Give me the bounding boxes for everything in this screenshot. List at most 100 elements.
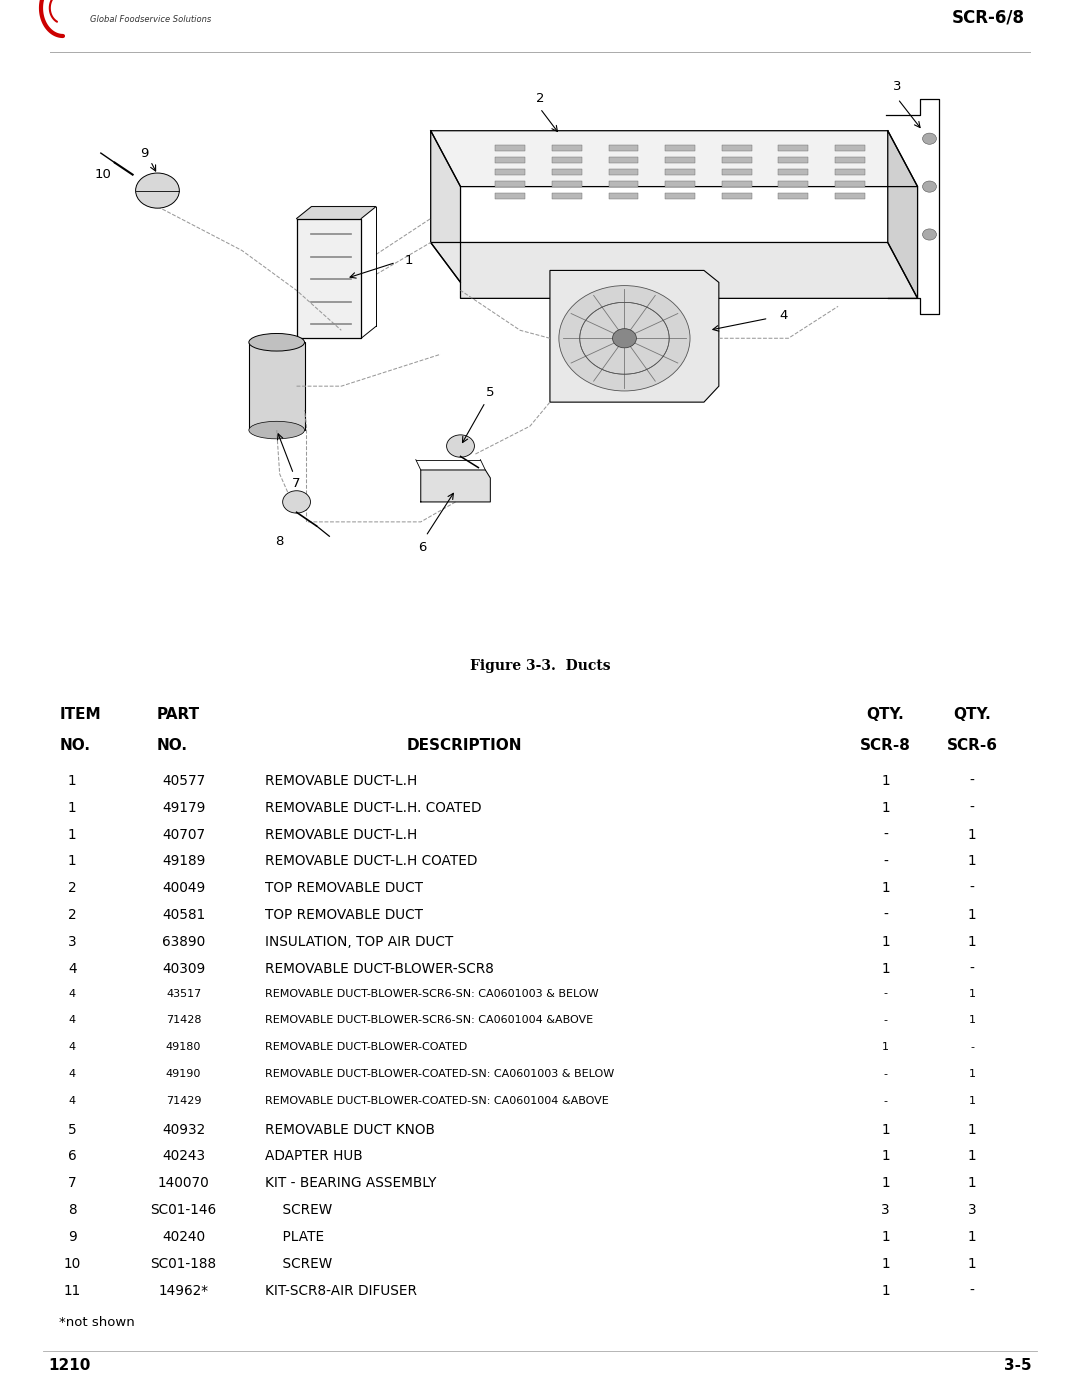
Text: 4: 4 bbox=[68, 961, 77, 975]
Text: 1: 1 bbox=[968, 1229, 976, 1243]
Text: 9: 9 bbox=[140, 147, 149, 159]
Text: 1: 1 bbox=[881, 1150, 890, 1164]
Circle shape bbox=[558, 285, 690, 391]
Text: DESCRIPTION: DESCRIPTION bbox=[407, 738, 522, 753]
Text: 49179: 49179 bbox=[162, 800, 205, 814]
Text: ADAPTER HUB: ADAPTER HUB bbox=[265, 1150, 362, 1164]
Ellipse shape bbox=[248, 422, 305, 439]
Polygon shape bbox=[552, 145, 582, 151]
Text: 1: 1 bbox=[881, 800, 890, 814]
Text: QTY.: QTY. bbox=[954, 707, 990, 722]
Polygon shape bbox=[608, 145, 638, 151]
Text: 4: 4 bbox=[69, 1042, 76, 1052]
Text: 4: 4 bbox=[69, 1069, 76, 1078]
Text: 40577: 40577 bbox=[162, 774, 205, 788]
Text: 10: 10 bbox=[64, 1257, 81, 1271]
Polygon shape bbox=[779, 182, 808, 187]
Text: 1: 1 bbox=[881, 1176, 890, 1190]
Text: 1: 1 bbox=[881, 1257, 890, 1271]
Text: 49190: 49190 bbox=[166, 1069, 201, 1078]
Text: 1: 1 bbox=[969, 1069, 975, 1078]
Polygon shape bbox=[552, 156, 582, 162]
Text: REMOVABLE DUCT-BLOWER-SCR8: REMOVABLE DUCT-BLOWER-SCR8 bbox=[265, 961, 494, 975]
Text: REMOVABLE DUCT-BLOWER-COATED-SN: CA0601004 &ABOVE: REMOVABLE DUCT-BLOWER-COATED-SN: CA06010… bbox=[265, 1095, 608, 1106]
Polygon shape bbox=[721, 182, 752, 187]
Polygon shape bbox=[721, 169, 752, 175]
Text: 1: 1 bbox=[968, 908, 976, 922]
Text: -: - bbox=[883, 989, 888, 999]
Polygon shape bbox=[297, 218, 361, 338]
Circle shape bbox=[922, 182, 936, 193]
Text: 4: 4 bbox=[780, 309, 787, 323]
Text: 49180: 49180 bbox=[166, 1042, 201, 1052]
Text: *not shown: *not shown bbox=[59, 1316, 135, 1329]
Text: -: - bbox=[970, 961, 974, 975]
Text: 1: 1 bbox=[882, 1042, 889, 1052]
Text: 14962*: 14962* bbox=[159, 1284, 208, 1298]
Text: 1: 1 bbox=[881, 1284, 890, 1298]
Text: SCR-6: SCR-6 bbox=[946, 738, 998, 753]
Polygon shape bbox=[779, 169, 808, 175]
Polygon shape bbox=[665, 156, 696, 162]
Text: -: - bbox=[970, 800, 974, 814]
Text: REMOVABLE DUCT-L.H: REMOVABLE DUCT-L.H bbox=[265, 827, 417, 841]
Text: NO.: NO. bbox=[157, 738, 188, 753]
Text: 3: 3 bbox=[68, 935, 77, 949]
Text: 1: 1 bbox=[968, 1150, 976, 1164]
Text: SC01-146: SC01-146 bbox=[150, 1203, 217, 1217]
Text: 4: 4 bbox=[69, 989, 76, 999]
Text: -: - bbox=[970, 774, 974, 788]
Polygon shape bbox=[431, 131, 460, 282]
Polygon shape bbox=[608, 193, 638, 198]
Circle shape bbox=[922, 229, 936, 240]
Text: 1: 1 bbox=[968, 827, 976, 841]
Text: 2: 2 bbox=[536, 92, 544, 105]
Text: REMOVABLE DUCT KNOB: REMOVABLE DUCT KNOB bbox=[265, 1123, 434, 1137]
Circle shape bbox=[283, 490, 310, 513]
Text: 49189: 49189 bbox=[162, 855, 205, 869]
Text: NO.: NO. bbox=[59, 738, 91, 753]
Polygon shape bbox=[888, 131, 918, 299]
Polygon shape bbox=[248, 342, 305, 430]
Circle shape bbox=[612, 328, 636, 348]
Text: 5: 5 bbox=[486, 386, 495, 400]
Text: PLATE: PLATE bbox=[265, 1229, 324, 1243]
Text: INSULATION, TOP AIR DUCT: INSULATION, TOP AIR DUCT bbox=[265, 935, 453, 949]
Text: -: - bbox=[883, 855, 888, 869]
Text: 1: 1 bbox=[68, 800, 77, 814]
Text: -: - bbox=[883, 1069, 888, 1078]
Text: Global Foodservice Solutions: Global Foodservice Solutions bbox=[90, 15, 212, 25]
Text: 3: 3 bbox=[893, 80, 902, 94]
Text: 40240: 40240 bbox=[162, 1229, 205, 1243]
Text: 1: 1 bbox=[68, 774, 77, 788]
Text: 40309: 40309 bbox=[162, 961, 205, 975]
Text: 1: 1 bbox=[968, 935, 976, 949]
Text: 1210: 1210 bbox=[49, 1358, 91, 1373]
Polygon shape bbox=[665, 169, 696, 175]
Polygon shape bbox=[665, 193, 696, 198]
Text: 2: 2 bbox=[68, 908, 77, 922]
Text: 3: 3 bbox=[881, 1203, 890, 1217]
Text: -: - bbox=[883, 1016, 888, 1025]
Text: 1: 1 bbox=[968, 1176, 976, 1190]
Polygon shape bbox=[552, 169, 582, 175]
Text: -: - bbox=[883, 827, 888, 841]
Polygon shape bbox=[721, 193, 752, 198]
Text: TOP REMOVABLE DUCT: TOP REMOVABLE DUCT bbox=[265, 908, 422, 922]
Text: 8: 8 bbox=[275, 535, 284, 549]
Polygon shape bbox=[665, 145, 696, 151]
Text: 4: 4 bbox=[69, 1095, 76, 1106]
Text: TOP REMOVABLE DUCT: TOP REMOVABLE DUCT bbox=[265, 882, 422, 895]
Text: 10: 10 bbox=[94, 168, 111, 182]
Text: 63890: 63890 bbox=[162, 935, 205, 949]
Text: REMOVABLE DUCT-L.H. COATED: REMOVABLE DUCT-L.H. COATED bbox=[265, 800, 481, 814]
Text: 1: 1 bbox=[881, 1229, 890, 1243]
Text: 1: 1 bbox=[881, 882, 890, 895]
Text: 6: 6 bbox=[419, 541, 427, 555]
Text: 1: 1 bbox=[968, 1123, 976, 1137]
Polygon shape bbox=[835, 169, 865, 175]
Polygon shape bbox=[552, 193, 582, 198]
Text: 9: 9 bbox=[68, 1229, 77, 1243]
Text: 2: 2 bbox=[68, 882, 77, 895]
Text: 1: 1 bbox=[969, 1016, 975, 1025]
